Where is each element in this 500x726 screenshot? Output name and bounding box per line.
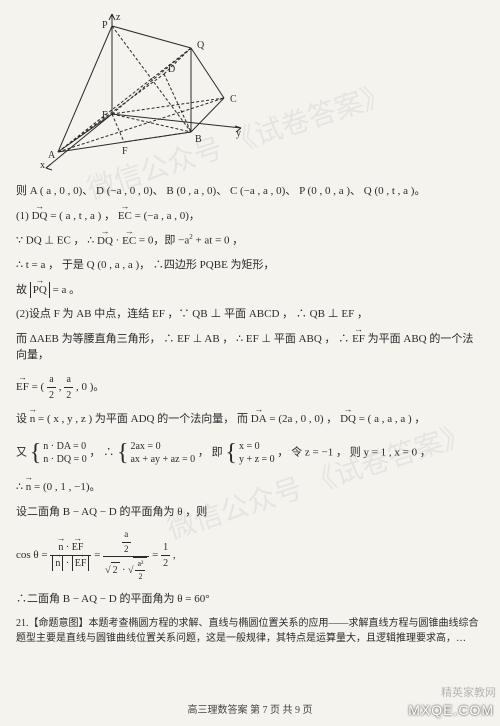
part2-line4: 设 n = ( x , y , z ) 为平面 ADQ 的一个法向量， 而 DA…	[16, 411, 484, 428]
part2-systems: 又 {n · DA = 0n · DQ = 0 ， ∴ {2ax = 0ax +…	[16, 435, 484, 471]
points-definition: 则 A ( a , 0 , 0)、 D (−a , 0 , 0)、 B (0 ,…	[16, 183, 484, 200]
part2-cos-equation: cos θ = n · EF n · EF = a2 2 · a²2 = 12 …	[16, 528, 484, 583]
svg-text:E: E	[102, 110, 108, 121]
svg-text:B: B	[195, 134, 202, 145]
svg-text:F: F	[122, 146, 128, 157]
part1-line2: ∵ DQ ⊥ EC ， ∴ DQ · EC = 0，即 −a2 + at = 0…	[16, 232, 484, 249]
svg-text:P: P	[102, 20, 108, 31]
geometry-diagram: zyxABCDEFPQ	[36, 12, 484, 175]
svg-text:z: z	[116, 12, 121, 23]
part2-line1: (2)设点 F 为 AB 中点，连结 EF ，∵ QB ⊥ 平面 ABCD ， …	[16, 306, 484, 323]
part1-line4: 故 PQ = a 。	[16, 282, 484, 299]
svg-text:A: A	[48, 150, 56, 161]
svg-text:C: C	[230, 94, 237, 105]
page-footer: 高三理数答案 第 7 页 共 9 页	[188, 701, 313, 716]
part1-line3: ∴ t = a ， 于是 Q (0 , a , a )， ∴四边形 PQBE 为…	[16, 257, 484, 274]
svg-text:D: D	[168, 64, 175, 75]
corner-brand: MXQE.COM	[408, 702, 494, 718]
part2-line3: EF = ( a2 , a2 , 0 )。	[16, 372, 484, 403]
svg-text:x: x	[40, 160, 45, 171]
part2-line6: ∴ n = (0 , 1 , −1)。	[16, 479, 484, 496]
corner-brand-small: 精英家教网	[441, 684, 496, 700]
part2-line7: 设二面角 B − AQ − D 的平面角为 θ ，则	[16, 504, 484, 521]
part2-line2: 而 ΔAEB 为等腰直角三角形， ∴ EF ⊥ AB ， ∴ EF ⊥ 平面 A…	[16, 331, 484, 364]
part1-line1: (1) DQ = ( a , t , a ) ， EC = (−a , a , …	[16, 208, 484, 225]
svg-text:Q: Q	[197, 40, 205, 51]
q21-text: 21.【命题意图】本题考查椭圆方程的求解、直线与椭圆位置关系的应用——求解直线方…	[16, 616, 484, 646]
part2-line9: ∴二面角 B − AQ − D 的平面角为 θ = 60°	[16, 591, 484, 608]
